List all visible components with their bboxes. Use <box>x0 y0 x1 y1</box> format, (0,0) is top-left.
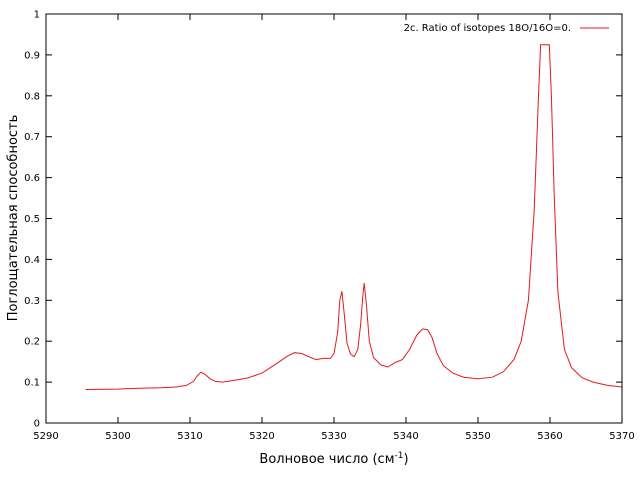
y-tick-label-10: 1 <box>34 10 40 21</box>
x-tick-label-1: 5300 <box>105 431 130 442</box>
x-tick-label-7: 5360 <box>537 431 562 442</box>
y-tick-label-9: 0.9 <box>24 50 40 61</box>
x-tick-label-0: 5290 <box>33 431 58 442</box>
y-tick-label-2: 0.2 <box>24 337 40 348</box>
y-tick-label-8: 0.8 <box>24 91 40 102</box>
x-tick-label-3: 5320 <box>249 431 274 442</box>
tick-labels: 5290 5300 5310 5320 5330 5340 5350 5360 5370 0 0.1… <box>24 10 635 443</box>
series-layer <box>85 44 623 390</box>
y-tick-label-1: 0.1 <box>24 378 40 389</box>
x-axis-title-end: ) <box>403 452 408 467</box>
y-tick-label-0: 0 <box>34 419 40 430</box>
y-tick-label-7: 0.7 <box>24 132 40 143</box>
x-axis-title: Волновое число (см-1) <box>259 451 408 467</box>
plot-frame <box>45 13 623 424</box>
legend: 2c. Ratio of isotopes 18O/16O=0. <box>404 23 609 34</box>
y-tick-label-6: 0.6 <box>24 173 40 184</box>
x-tick-label-5: 5340 <box>393 431 418 442</box>
y-tick-label-5: 0.5 <box>24 214 40 225</box>
x-tick-label-2: 5310 <box>177 431 202 442</box>
series-line-0 <box>85 44 623 390</box>
x-tick-label-6: 5350 <box>465 431 490 442</box>
y-axis-title: Поглощательная способность <box>6 115 21 322</box>
axis-ticks <box>45 13 623 424</box>
y-tick-label-3: 0.3 <box>24 296 40 307</box>
legend-entry-label: 2c. Ratio of isotopes 18O/16O=0. <box>404 23 571 34</box>
x-axis-title-superscript: -1 <box>395 451 404 461</box>
y-tick-label-4: 0.4 <box>24 255 40 266</box>
x-tick-label-8: 5370 <box>609 431 634 442</box>
x-tick-label-4: 5330 <box>321 431 346 442</box>
